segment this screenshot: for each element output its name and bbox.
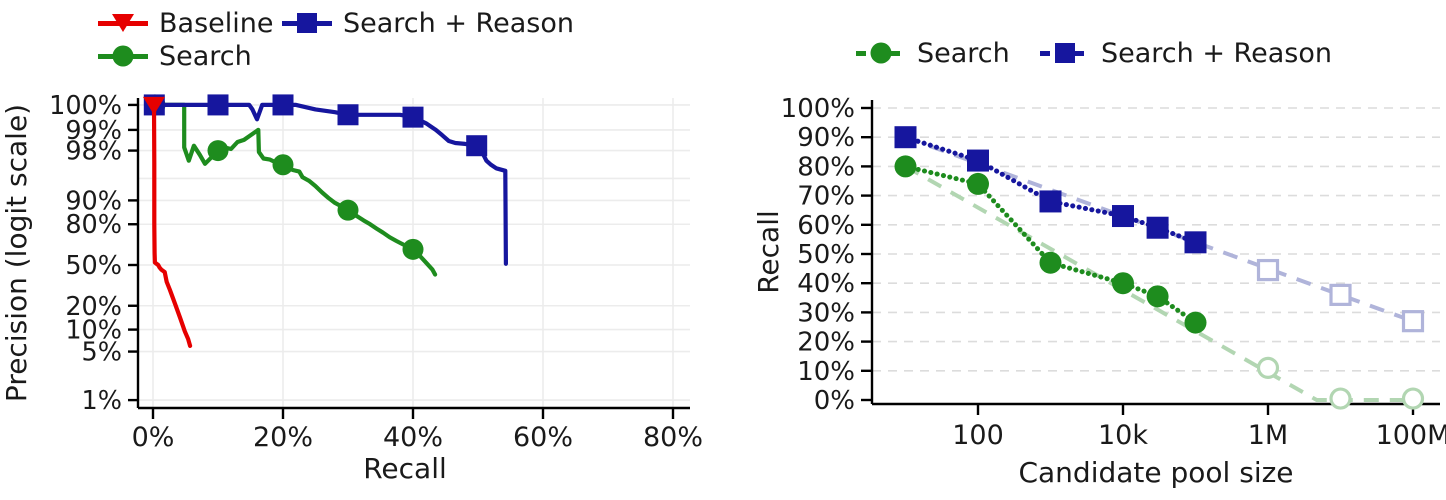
baseline-line <box>151 102 193 348</box>
y-tick-label: 98% <box>65 137 122 167</box>
circle-marker <box>1112 272 1134 295</box>
y-tick-label: 80% <box>65 210 122 240</box>
circle-marker <box>1039 251 1062 274</box>
legend-item-search-reason-left: Search + Reason <box>282 7 574 39</box>
search-reason-legend-swatch <box>282 8 332 38</box>
legend-label-search: Search <box>159 40 252 72</box>
x-tick-label: 40% <box>383 422 443 453</box>
circle-marker <box>1256 356 1280 379</box>
circle-marker <box>1401 387 1425 410</box>
circle-marker <box>1329 387 1352 410</box>
right-ylabel: Recall <box>752 210 785 294</box>
x-tick-label: 20% <box>253 422 313 453</box>
baseline-legend-swatch <box>98 8 148 38</box>
search_reason-line <box>152 102 508 266</box>
circle-marker <box>272 154 294 176</box>
y-tick-label: 1% <box>82 386 122 416</box>
legend-label-search-right: Search <box>917 37 1010 69</box>
circle-marker <box>894 155 917 178</box>
left-xlabel: Recall <box>363 452 447 485</box>
search-legend-swatch-right <box>856 38 906 68</box>
square-marker <box>337 104 359 126</box>
y-tick-label: 100% <box>49 91 122 121</box>
legend-item-search-reason-right: Search + Reason <box>1040 37 1332 69</box>
series-search <box>144 94 438 277</box>
y-tick-label: 50% <box>65 251 122 281</box>
y-tick-label: 20% <box>797 328 855 358</box>
square-marker <box>1256 258 1280 282</box>
circle-marker <box>1146 285 1169 308</box>
square-marker <box>272 94 294 116</box>
y-tick-label: 5% <box>82 338 122 368</box>
circle-marker <box>207 140 229 162</box>
square-marker <box>1039 190 1062 213</box>
right-xlabel: Candidate pool size <box>1018 456 1293 489</box>
circle-marker <box>1184 311 1207 334</box>
left-chart-axes <box>128 98 690 419</box>
tri-marker <box>142 96 165 115</box>
square-marker-icon <box>297 13 317 33</box>
square-marker <box>1146 216 1169 239</box>
square-marker <box>894 126 917 149</box>
y-tick-label: 0% <box>814 386 855 416</box>
circle-marker-icon <box>112 45 134 67</box>
series-baseline <box>142 96 193 348</box>
legend-item-search-left: Search <box>98 40 252 72</box>
legend-label-search-reason: Search + Reason <box>343 7 574 39</box>
square-marker <box>207 94 229 116</box>
right-chart: 0%10%20%30%40%50%60%70%80%90%100% 100 10k 1… <box>752 94 1446 489</box>
circle-marker <box>337 199 359 221</box>
square-marker <box>1184 231 1207 254</box>
y-tick-label: 10% <box>797 357 855 387</box>
y-tick-label: 100% <box>781 94 855 124</box>
circle-marker <box>402 238 424 260</box>
y-tick-label: 20% <box>65 292 122 322</box>
search-legend-swatch <box>98 41 148 71</box>
y-tick-label: 30% <box>797 298 855 328</box>
series-search_reason <box>894 126 1425 333</box>
triangle-down-marker-icon <box>112 14 134 32</box>
legend-item-search-right: Search <box>856 37 1010 69</box>
y-tick-label: 10% <box>65 316 122 346</box>
legend-item-baseline: Baseline <box>98 7 273 39</box>
y-tick-label: 70% <box>797 182 855 212</box>
square-marker <box>402 106 424 128</box>
left-ylabel: Precision (logit scale) <box>0 104 33 402</box>
x-tick-label: 100M <box>1376 420 1446 451</box>
legend-label-search-reason-right: Search + Reason <box>1101 37 1332 69</box>
y-tick-label: 40% <box>797 269 855 299</box>
square-marker-icon <box>1055 43 1075 63</box>
x-tick-label: 60% <box>513 422 573 453</box>
y-tick-label: 90% <box>797 123 855 153</box>
search-trend-line <box>904 164 1413 402</box>
y-tick-label: 90% <box>65 186 122 216</box>
y-tick-label: 80% <box>797 152 855 182</box>
circle-marker-icon <box>870 42 892 64</box>
y-tick-label: 99% <box>65 116 122 146</box>
x-tick-label: 10k <box>1098 420 1148 451</box>
search-line <box>903 163 1198 326</box>
x-tick-label: 100 <box>952 420 1004 451</box>
series-search <box>894 155 1425 410</box>
right-chart-axes <box>861 100 1440 415</box>
square-marker <box>466 135 488 157</box>
search-reason-legend-swatch-right <box>1040 38 1090 68</box>
legend-label-baseline: Baseline <box>159 7 274 39</box>
square-marker <box>1112 205 1134 228</box>
square-marker <box>1401 310 1425 333</box>
x-tick-label: 80% <box>643 422 703 453</box>
search_reason-line <box>903 134 1198 245</box>
square-marker <box>1329 283 1352 306</box>
x-tick-label: 0% <box>132 422 175 453</box>
left-chart: 100%99%98%90%80%50%20%10%5%1%0% 20% 40% 60%… <box>0 91 703 485</box>
y-tick-label: 50% <box>797 240 855 270</box>
circle-marker <box>967 172 989 195</box>
square-marker <box>967 149 989 172</box>
y-tick-label: 60% <box>797 211 855 241</box>
series-search_reason <box>143 94 508 266</box>
right-chart-gridlines <box>872 107 1440 372</box>
x-tick-label: 1M <box>1248 420 1288 451</box>
